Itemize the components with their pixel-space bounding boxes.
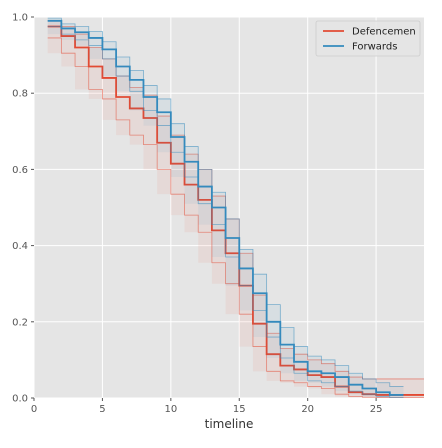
y-tick-label: 0.4: [12, 241, 28, 252]
forwards-legend-label: Forwards: [352, 42, 397, 53]
series-group: [47, 17, 425, 399]
x-tick-label: 15: [233, 404, 246, 415]
x-tick-label: 20: [301, 404, 314, 415]
forwards-ci-upper: [47, 17, 404, 387]
forwards-ci-lower: [47, 26, 404, 399]
defencemen-legend-label: Defencemen: [352, 27, 416, 38]
x-axis-ticks: 0 5 10 15 20 25: [31, 398, 383, 415]
y-tick-label: 1.0: [12, 13, 28, 24]
y-tick-label: 0.2: [12, 317, 28, 328]
x-axis-label: timeline: [205, 417, 254, 431]
y-tick-label: 0.0: [12, 394, 28, 405]
y-tick-label: 0.8: [12, 89, 28, 100]
forwards-survival-line: [47, 19, 404, 396]
y-axis-ticks: 0.0 0.2 0.4 0.6 0.8 1.0: [12, 13, 34, 405]
y-tick-label: 0.6: [12, 165, 28, 176]
x-tick-label: 10: [164, 404, 177, 415]
defencemen-ci-lower: [47, 37, 424, 399]
x-tick-label: 5: [99, 404, 105, 415]
grid: [33, 16, 424, 399]
x-tick-label: 25: [370, 404, 383, 415]
defencemen-ci-band: [47, 20, 425, 398]
x-tick-label: 0: [31, 404, 37, 415]
legend-box: [315, 20, 421, 57]
legend: Defencemen Forwards: [315, 20, 421, 57]
plot-background: [34, 17, 424, 398]
